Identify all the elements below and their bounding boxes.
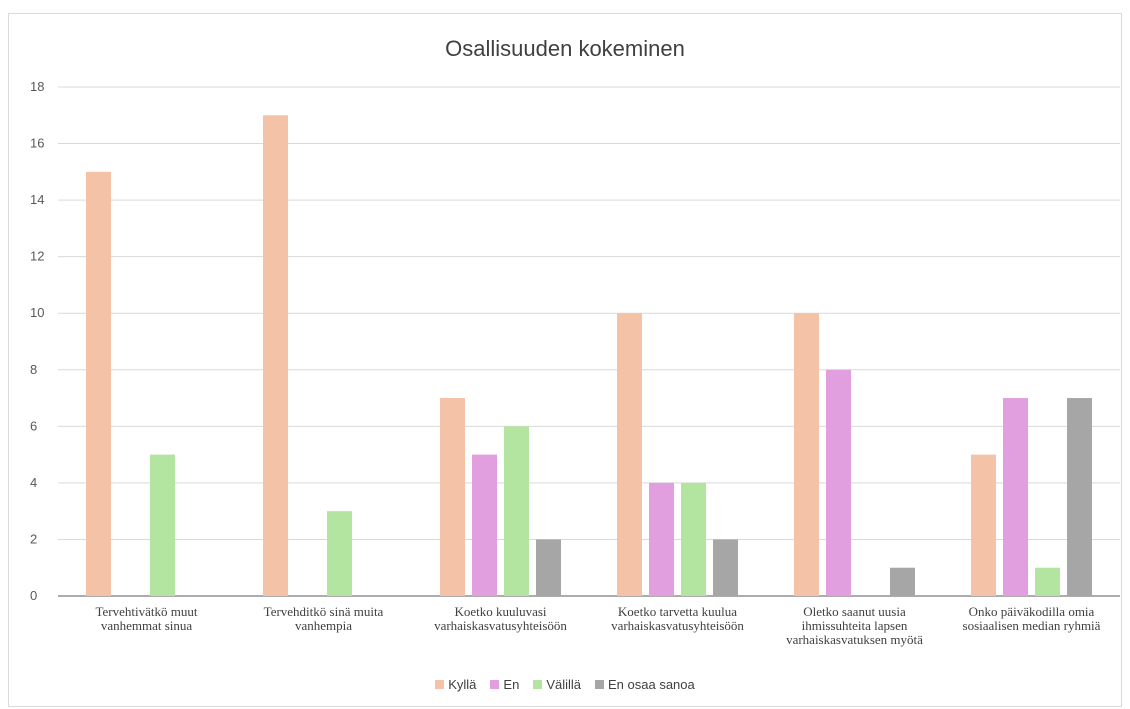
bar (1003, 398, 1028, 596)
x-tick-label: sosiaalisen median ryhmiä (963, 618, 1101, 633)
bar (1035, 567, 1060, 596)
bar (263, 115, 288, 597)
x-tick-label: Tervehditkö sinä muita (264, 604, 384, 619)
bar (536, 539, 561, 596)
legend-label: En osaa sanoa (608, 677, 695, 692)
bar (713, 539, 738, 596)
bar (826, 369, 851, 596)
bar (1067, 398, 1092, 596)
legend-label: En (503, 677, 520, 692)
y-tick-label: 4 (30, 475, 37, 490)
chart-legend: Kyllä En Välillä En osaa sanoa (0, 677, 1130, 692)
legend-swatch (435, 680, 445, 689)
bar (327, 511, 352, 596)
x-tick-label: vanhemmat sinua (101, 618, 193, 633)
y-tick-label: 12 (30, 249, 44, 264)
legend-item: Välillä (533, 677, 581, 692)
legend-swatch (595, 680, 605, 689)
y-tick-label: 16 (30, 136, 44, 151)
bar (440, 398, 465, 596)
bar (681, 482, 706, 596)
y-tick-label: 18 (30, 79, 44, 94)
x-tick-label: Koetko kuuluvasi (454, 604, 546, 619)
y-tick-label: 14 (30, 192, 44, 207)
x-tick-label: varhaiskasvatusyhteisöön (434, 618, 567, 633)
x-tick-label: ihmissuhteita lapsen (802, 618, 908, 633)
bar (617, 313, 642, 596)
legend-item: En osaa sanoa (595, 677, 695, 692)
y-tick-label: 6 (30, 418, 37, 433)
bar (890, 567, 915, 596)
legend-label: Välillä (546, 677, 582, 692)
x-tick-label: vanhempia (295, 618, 352, 633)
bar (504, 426, 529, 596)
bar (150, 454, 175, 596)
legend-item: Kyllä (435, 677, 476, 692)
legend-swatch (490, 680, 500, 689)
chart-title: Osallisuuden kokeminen (445, 36, 685, 61)
bar (971, 454, 996, 596)
x-tick-label: Onko päiväkodilla omia (969, 604, 1095, 619)
y-tick-label: 10 (30, 305, 44, 320)
y-tick-label: 8 (30, 362, 37, 377)
y-tick-label: 0 (30, 588, 37, 603)
chart-frame (8, 13, 1122, 707)
legend-swatch (533, 680, 543, 689)
x-tick-label: Oletko saanut uusia (803, 604, 906, 619)
bar (794, 313, 819, 596)
bar (472, 454, 497, 596)
legend-item: En (490, 677, 519, 692)
bar (649, 482, 674, 596)
x-tick-label: varhaiskasvatusyhteisöön (611, 618, 744, 633)
y-tick-label: 2 (30, 531, 37, 546)
x-tick-label: varhaiskasvatuksen myötä (786, 632, 923, 647)
legend-label: Kyllä (448, 677, 477, 692)
x-tick-label: Koetko tarvetta kuulua (618, 604, 737, 619)
bar (86, 171, 111, 597)
x-tick-label: Tervehtivätkö muut (96, 604, 198, 619)
